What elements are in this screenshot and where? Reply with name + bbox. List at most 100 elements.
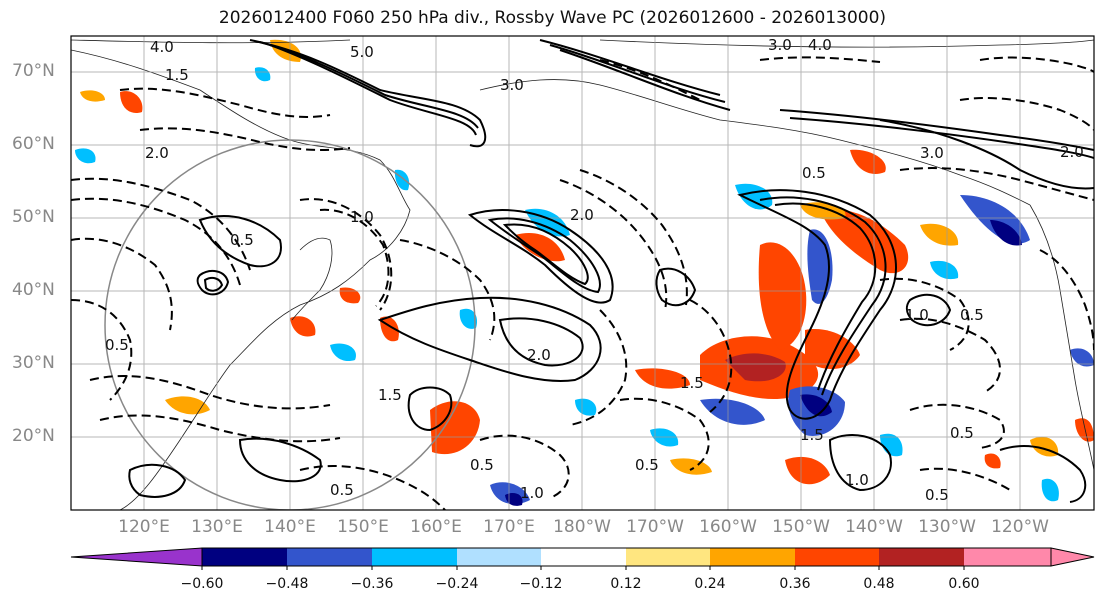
lon-label: 150°W	[772, 517, 830, 537]
coastlines	[71, 39, 1094, 510]
contour-line	[999, 445, 1087, 503]
lon-label: 120°E	[118, 517, 170, 537]
contour-line	[487, 217, 601, 294]
contour-line	[71, 177, 251, 271]
colorbar-tick-label: −0.12	[519, 576, 563, 592]
contour-label: 2.0	[1060, 143, 1084, 161]
contour-label: 2.0	[145, 144, 169, 162]
contour-label: 2.0	[527, 346, 551, 364]
contour-line	[502, 223, 589, 286]
lat-label: 20°N	[12, 426, 55, 446]
contour-line	[259, 41, 479, 129]
colorbar-tick-label: 0.12	[610, 576, 642, 592]
coastline-asia	[71, 49, 411, 510]
colorbar-swatch	[879, 548, 964, 566]
contour-line	[238, 437, 322, 483]
colorbar-swatch	[287, 548, 372, 566]
map-title: 2026012400 F060 250 hPa div., Rossby Wav…	[218, 8, 887, 28]
contour-line	[789, 117, 1094, 159]
contour-line	[569, 309, 628, 426]
contour-label: 4.0	[150, 38, 174, 56]
contour-line	[905, 293, 952, 327]
colorbar-tick-label: 0.60	[948, 576, 980, 592]
contour-line	[89, 375, 331, 410]
range-circle	[104, 139, 476, 510]
div-patch	[758, 242, 807, 350]
conv-patch	[75, 148, 96, 164]
conv-patch	[700, 398, 765, 425]
divergence-positive-shading	[80, 39, 1094, 485]
contour-line	[128, 463, 187, 498]
div-patch	[725, 353, 786, 382]
contour-label: 0.5	[802, 164, 826, 182]
contour-line	[269, 44, 477, 136]
contour-line	[498, 317, 584, 367]
contour-line	[828, 434, 892, 492]
colorbar-tick-label: 0.24	[694, 576, 726, 592]
lon-label: 150°E	[337, 517, 389, 537]
div-patch	[430, 401, 480, 455]
contour-line	[139, 127, 351, 151]
contour-line	[879, 277, 970, 351]
lon-label: 170°W	[626, 517, 684, 537]
contour-label: 1.5	[800, 426, 824, 444]
contour-line	[879, 119, 1094, 190]
contour-line	[119, 87, 331, 118]
contour-line	[377, 296, 602, 382]
contour-label: 4.0	[808, 36, 832, 54]
div-patch	[120, 91, 143, 114]
contour-line	[549, 44, 726, 103]
contour-line	[71, 237, 173, 331]
contour-line	[737, 189, 897, 420]
contour-label: 0.5	[330, 481, 354, 499]
contour-label: 1.0	[845, 471, 869, 489]
map-content: 4.0 3.0 5.0 1.5 2.0 0.5 1.0 3.0 2.0 0.5 …	[71, 36, 1094, 510]
conv-patch	[800, 394, 832, 417]
lon-label: 130°E	[191, 517, 243, 537]
contour-label: 0.5	[960, 306, 984, 324]
div-patch	[820, 209, 909, 274]
map-frame	[70, 35, 1095, 511]
contour-label: 1.5	[165, 66, 189, 84]
contour-label: 5.0	[350, 43, 374, 61]
div-patch	[165, 396, 210, 415]
lon-label: 170°E	[483, 517, 535, 537]
contour-label: 3.0	[768, 36, 792, 54]
coastline-japan	[291, 237, 333, 321]
contour-label: 1.0	[350, 208, 374, 226]
div-patch	[635, 368, 690, 389]
lon-label: 130°W	[918, 517, 976, 537]
contour-line	[407, 386, 453, 432]
contour-label: 3.0	[500, 76, 524, 94]
contour-label: 0.5	[635, 456, 659, 474]
contour-line	[399, 239, 496, 341]
graticule	[71, 36, 1094, 510]
div-patch	[1075, 418, 1094, 442]
contour-line	[899, 317, 1001, 393]
colorbar-tick-label: −0.60	[180, 576, 224, 592]
colorbar-swatch	[541, 548, 626, 566]
contour-label: 0.5	[470, 456, 494, 474]
contour-label: 1.0	[520, 484, 544, 502]
positive-contours	[128, 39, 1094, 503]
contour-line	[579, 169, 688, 306]
colorbar-tick-label: −0.36	[350, 576, 394, 592]
div-patch	[984, 453, 1001, 469]
contour-label: 3.0	[920, 144, 944, 162]
lat-label: 60°N	[12, 134, 55, 154]
contour-label: 1.0	[905, 306, 929, 324]
colorbar-extend-high	[1050, 547, 1095, 567]
coastline-arctic	[71, 39, 1094, 48]
contour-line	[249, 39, 487, 148]
lat-label: 50°N	[12, 207, 55, 227]
contour-label: 0.5	[230, 231, 254, 249]
div-patch	[290, 316, 316, 337]
colorbar-swatch	[626, 548, 710, 566]
lon-label: 160°E	[410, 517, 462, 537]
contour-line	[919, 467, 1011, 491]
colorbar-tick-label: 0.48	[863, 576, 895, 592]
contour-label: 1.5	[680, 374, 704, 392]
contour-line	[774, 202, 877, 391]
negative-contours	[71, 56, 1094, 510]
contour-line	[759, 196, 887, 396]
